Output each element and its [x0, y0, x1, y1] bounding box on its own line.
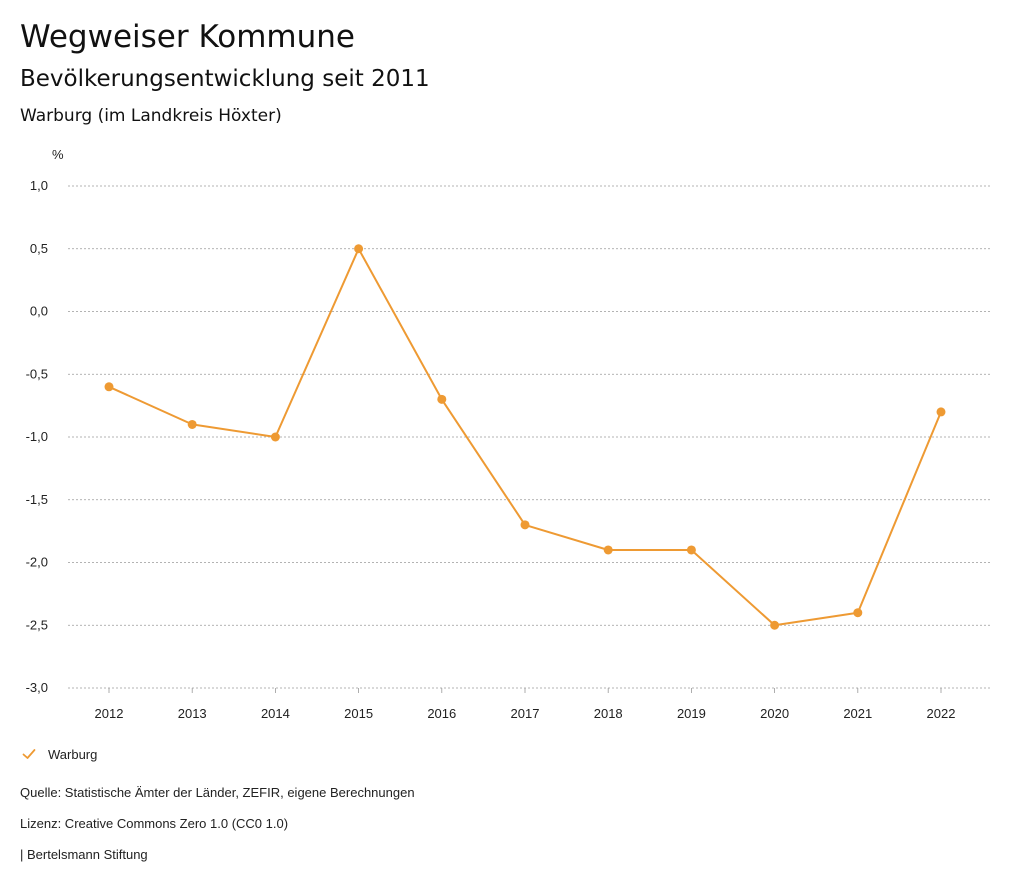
line-chart: 1,00,50,0-0,5-1,0-1,5-2,0-2,5-3,0 2012 20…	[26, 147, 990, 721]
y-tick-label: 0,0	[30, 304, 48, 319]
legend-item-warburg[interactable]: Warburg	[22, 744, 97, 764]
y-axis-unit: %	[52, 147, 64, 162]
y-tick-label: -0,5	[26, 366, 48, 381]
y-tick-label: -2,0	[26, 555, 48, 570]
region-label: Warburg (im Landkreis Höxter)	[20, 106, 282, 126]
publisher-note: | Bertelsmann Stiftung	[20, 847, 148, 862]
x-tick-label: 2016	[427, 706, 456, 721]
data-point	[520, 520, 530, 530]
data-point	[354, 244, 364, 254]
y-tick-label: -3,0	[26, 680, 48, 695]
x-tick-label: 2021	[843, 706, 872, 721]
x-tick-label: 2017	[511, 706, 540, 721]
data-point	[936, 407, 946, 417]
y-tick-label: 0,5	[30, 241, 48, 256]
y-tick-label: -1,0	[26, 429, 48, 444]
x-tick-label: 2020	[760, 706, 789, 721]
source-note: Quelle: Statistische Ämter der Länder, Z…	[20, 785, 415, 800]
chart-subtitle: Bevölkerungsentwicklung seit 2011	[20, 66, 430, 92]
x-tick-label: 2022	[927, 706, 956, 721]
grid-lines	[68, 185, 990, 689]
x-axis-ticks: 2012 2013 2014 2015 2016 2017 2018 2019 2020 2021…	[95, 688, 956, 721]
checkmark-icon	[22, 749, 36, 759]
x-tick-label: 2015	[344, 706, 373, 721]
data-point	[437, 394, 447, 404]
data-point	[187, 419, 197, 429]
x-tick-label: 2014	[261, 706, 290, 721]
data-point	[853, 608, 863, 618]
data-point	[270, 432, 280, 442]
x-tick-label: 2013	[178, 706, 207, 721]
y-axis-ticks: 1,0 0,5 0,0 -0,5 -1,0 -1,5 -2,0 -2,5 -3,0	[26, 178, 48, 695]
data-point	[686, 545, 696, 555]
series-warburg	[104, 244, 946, 630]
data-point	[603, 545, 613, 555]
x-tick-label: 2019	[677, 706, 706, 721]
license-note: Lizenz: Creative Commons Zero 1.0 (CC0 1…	[20, 816, 289, 831]
legend-label: Warburg	[48, 746, 98, 762]
y-tick-label: -2,5	[26, 617, 48, 632]
x-tick-label: 2012	[95, 706, 124, 721]
chart-title: Wegweiser Kommune	[20, 19, 355, 55]
data-point	[770, 620, 780, 630]
y-tick-label: 1,0	[30, 178, 48, 193]
x-tick-label: 2018	[594, 706, 623, 721]
data-point	[104, 382, 114, 392]
y-tick-label: -1,5	[26, 492, 48, 507]
